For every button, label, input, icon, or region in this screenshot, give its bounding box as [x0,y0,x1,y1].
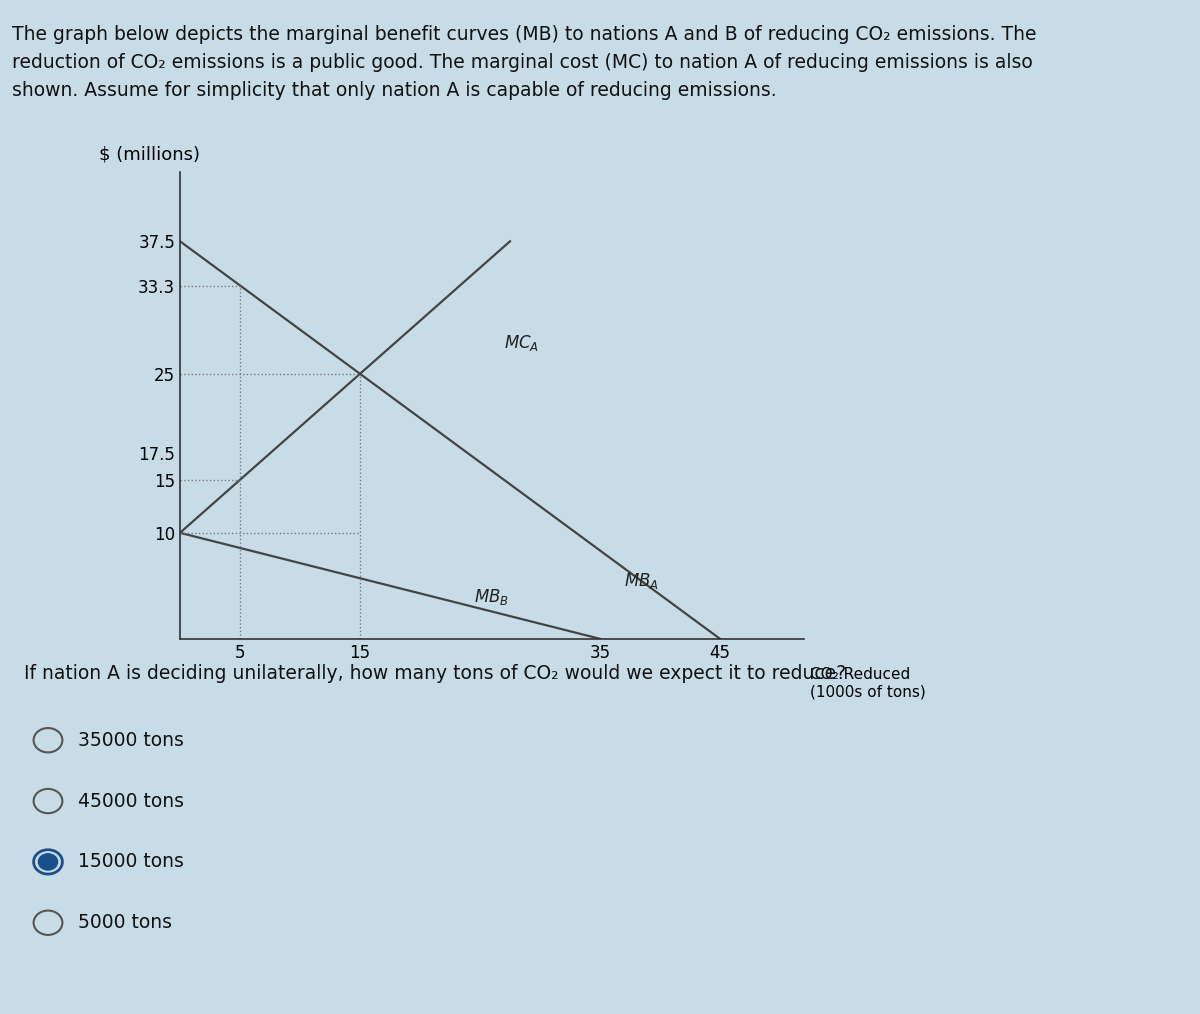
Text: $ (millions): $ (millions) [98,145,200,163]
Text: 45000 tons: 45000 tons [78,792,184,810]
Text: $MB_A$: $MB_A$ [624,571,659,590]
Text: CO₂ Reduced
(1000s of tons): CO₂ Reduced (1000s of tons) [810,667,926,700]
Text: If nation A is deciding unilaterally, how many tons of CO₂ would we expect it to: If nation A is deciding unilaterally, ho… [24,664,846,683]
Text: $MC_A$: $MC_A$ [504,333,539,353]
Text: 5000 tons: 5000 tons [78,914,172,932]
Text: The graph below depicts the marginal benefit curves (MB) to nations A and B of r: The graph below depicts the marginal ben… [12,25,1037,100]
Text: 15000 tons: 15000 tons [78,853,184,871]
Text: 35000 tons: 35000 tons [78,731,184,749]
Text: $MB_B$: $MB_B$ [474,587,510,607]
